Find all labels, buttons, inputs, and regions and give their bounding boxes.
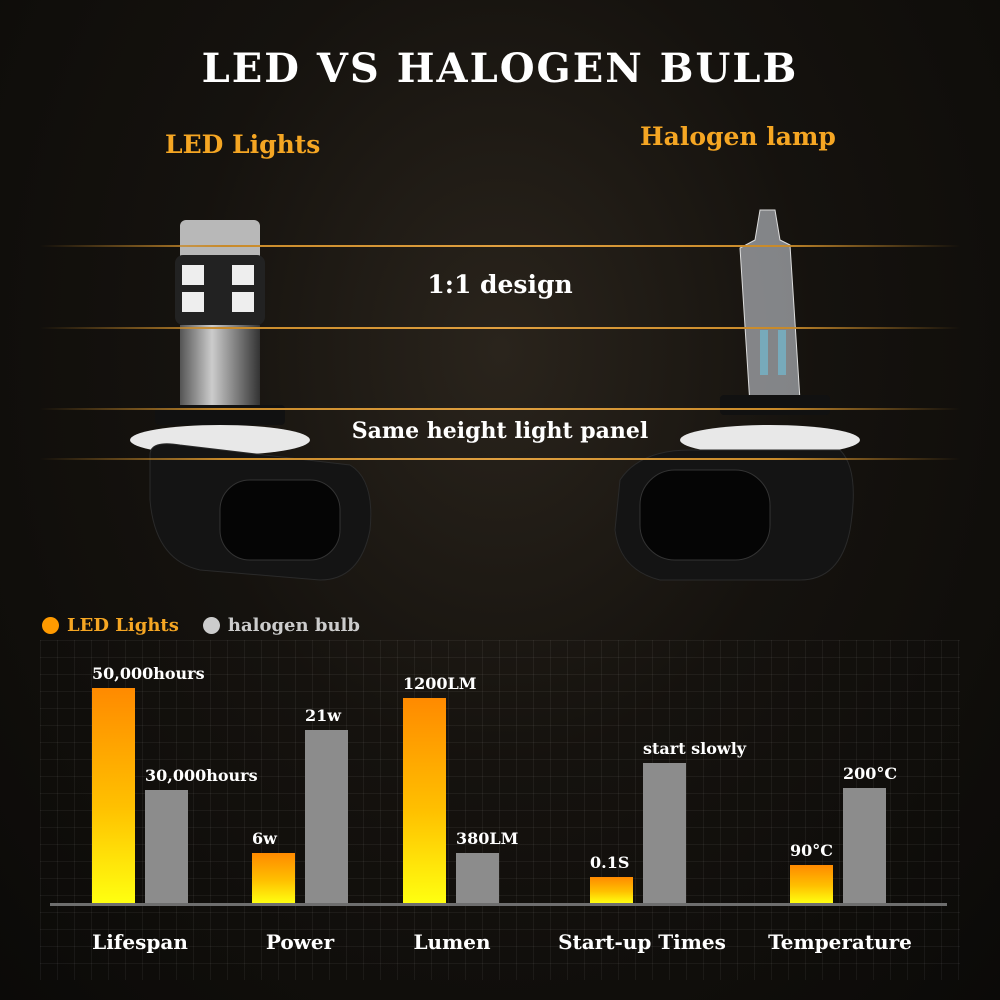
halogen-bulb-image (614, 209, 860, 581)
guide-line (40, 408, 960, 410)
halogen-value-label: start slowly (643, 739, 747, 759)
led-bar-4 (790, 864, 833, 903)
category-label: Power (265, 930, 335, 954)
x-axis (50, 903, 947, 906)
led-value-label: 90°C (790, 840, 833, 860)
halogen-value-label: 380LM (456, 828, 519, 848)
led-value-label: 1200LM (403, 674, 477, 694)
chart-legend: LED Lights halogen bulb (42, 615, 360, 636)
halogen-bar-3 (643, 763, 686, 903)
guide-line (40, 458, 960, 460)
guide-line (40, 327, 960, 329)
led-bulb-image (130, 220, 372, 581)
led-value-label: 6w (252, 828, 277, 848)
led-legend-dot (42, 617, 59, 634)
legend-halogen: halogen bulb (227, 615, 360, 636)
page-title: LED VS HALOGEN BULB (201, 45, 799, 92)
halogen-bar-2 (456, 852, 499, 903)
led-bar-2 (403, 698, 446, 903)
led-bar-3 (590, 876, 633, 903)
halogen-bar-4 (843, 787, 886, 903)
category-label: Start-up Times (558, 930, 726, 954)
category-label: Temperature (768, 930, 912, 954)
halogen-value-label: 200°C (843, 763, 898, 783)
halogen-bar-0 (145, 789, 188, 903)
category-label: Lifespan (92, 930, 188, 954)
guide-line (40, 245, 960, 247)
design-caption: 1:1 design (427, 270, 573, 299)
halogen-lamp-label: Halogen lamp (640, 122, 836, 151)
led-bar-1 (252, 852, 295, 903)
halogen-value-label: 30,000hours (145, 765, 258, 785)
led-value-label: 0.1S (590, 852, 630, 872)
halogen-value-label: 21w (305, 705, 342, 725)
chart-grid (40, 640, 960, 980)
led-bar-0 (92, 688, 135, 903)
halogen-bar-1 (305, 729, 348, 903)
led-lights-label: LED Lights (165, 130, 321, 159)
height-caption: Same height light panel (351, 418, 649, 444)
legend-led: LED Lights (67, 615, 179, 636)
led-value-label: 50,000hours (92, 664, 205, 683)
halogen-legend-dot (202, 617, 220, 634)
category-label: Lumen (413, 930, 491, 954)
